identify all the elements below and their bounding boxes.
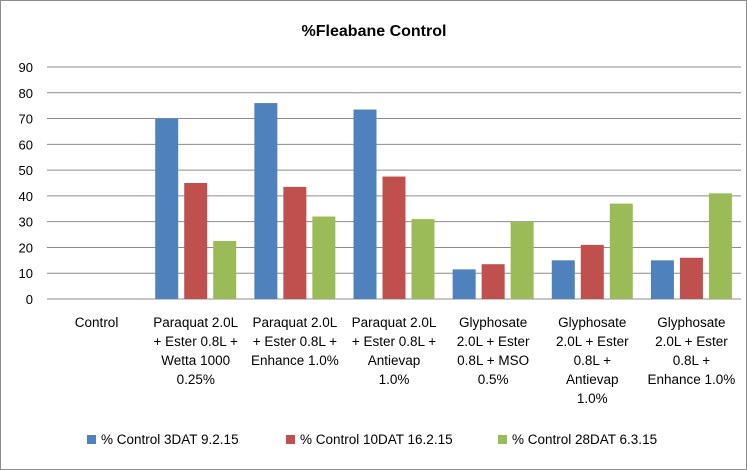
bar-series2-cat2 bbox=[184, 183, 208, 299]
bars bbox=[155, 103, 732, 300]
bar-series2-cat7 bbox=[679, 257, 703, 299]
y-tick-label: 60 bbox=[19, 137, 33, 152]
y-tick-label: 0 bbox=[26, 292, 33, 307]
y-axis-ticks: 0 10 20 30 40 50 60 70 80 90 bbox=[19, 60, 33, 307]
x-category-label: Control bbox=[75, 315, 119, 330]
y-tick-label: 10 bbox=[19, 266, 33, 281]
y-tick-label: 80 bbox=[19, 86, 33, 101]
bar-series3-cat6 bbox=[609, 203, 633, 299]
legend-swatch bbox=[286, 435, 295, 444]
y-tick-label: 20 bbox=[19, 240, 33, 255]
bar-series3-cat4 bbox=[411, 219, 435, 299]
x-category-label: Glyphosate 2.0L + Ester 0.8L + Antievap 1.0% bbox=[556, 315, 629, 406]
x-category-label: Paraquat 2.0L + Ester 0.8L + Wetta 1000 0.2… bbox=[153, 315, 238, 387]
y-tick-label: 70 bbox=[19, 112, 33, 127]
bar-series1-cat7 bbox=[650, 260, 674, 299]
legend: % Control 3DAT 9.2.15 % Control 10DAT 16.… bbox=[87, 432, 657, 447]
chart-title: %Fleabane Control bbox=[302, 23, 447, 40]
bar-series3-cat5 bbox=[510, 221, 534, 299]
x-category-label: Paraquat 2.0L + Ester 0.8L + Enhance 1.0% bbox=[251, 315, 339, 368]
x-axis-categories: Control Paraquat 2.0L + Ester 0.8L + Wetta … bbox=[75, 315, 736, 406]
x-category-label: Glyphosate 2.0L + Ester 0.8L + Enhance 1.0% bbox=[648, 315, 736, 387]
y-tick-label: 40 bbox=[19, 189, 33, 204]
legend-swatch bbox=[498, 435, 507, 444]
x-category-label: Glyphosate 2.0L + Ester 0.8L + MSO 0.5% bbox=[457, 315, 530, 387]
legend-label: % Control 10DAT 16.2.15 bbox=[300, 432, 453, 447]
bar-series1-cat5 bbox=[452, 269, 476, 299]
legend-label: % Control 28DAT 6.3.15 bbox=[512, 432, 657, 447]
bar-series1-cat2 bbox=[155, 118, 179, 299]
bar-series1-cat6 bbox=[551, 260, 575, 299]
bar-series2-cat3 bbox=[283, 186, 307, 299]
bar-series1-cat4 bbox=[353, 109, 377, 300]
bar-series2-cat5 bbox=[481, 264, 505, 299]
x-category-label: Paraquat 2.0L + Ester 0.8L + Antievap 1.0% bbox=[352, 315, 437, 387]
bar-series3-cat2 bbox=[213, 241, 237, 299]
bar-series2-cat4 bbox=[382, 176, 406, 299]
legend-label: % Control 3DAT 9.2.15 bbox=[101, 432, 239, 447]
bar-series3-cat3 bbox=[312, 216, 336, 299]
legend-swatch bbox=[87, 435, 96, 444]
y-tick-label: 30 bbox=[19, 215, 33, 230]
bar-series2-cat6 bbox=[580, 244, 604, 299]
y-tick-label: 90 bbox=[19, 60, 33, 75]
bar-series1-cat3 bbox=[254, 103, 278, 299]
y-tick-label: 50 bbox=[19, 163, 33, 178]
bar-series3-cat7 bbox=[708, 193, 732, 299]
